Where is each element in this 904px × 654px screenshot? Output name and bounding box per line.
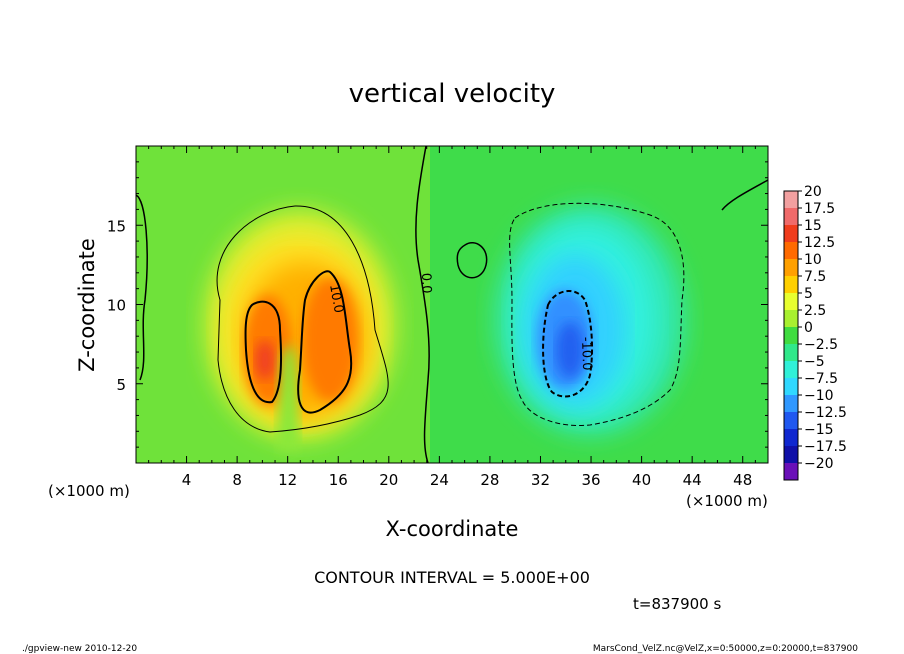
x-tick-label: 32 <box>531 471 550 489</box>
colorbar-swatch <box>784 412 798 429</box>
colorbar-label: −15 <box>804 422 834 438</box>
colorbar-label: −5 <box>804 354 825 370</box>
x-unit-left: (×1000 m) <box>48 482 130 500</box>
colorbar-swatch <box>784 395 798 412</box>
colorbar-swatch <box>784 225 798 242</box>
colorbar-swatch <box>784 191 798 208</box>
colorbar-swatch <box>784 276 798 293</box>
footer-right: MarsCond_VelZ.nc@VelZ,x=0:50000,z=0:2000… <box>593 644 858 654</box>
contour-10-right <box>297 270 353 414</box>
colorbar-swatch <box>784 344 798 361</box>
y-tick-label: 10 <box>107 297 126 315</box>
contour-zero-eddy <box>456 242 488 279</box>
contour-minus10 <box>542 290 594 398</box>
colorbar-label: 20 <box>804 184 822 200</box>
x-tick-label: 36 <box>581 471 600 489</box>
contour-label-0: 0.0 <box>418 273 434 294</box>
colorbar-swatch <box>784 361 798 378</box>
colorbar-swatch <box>784 242 798 259</box>
x-tick-label: 4 <box>182 471 192 489</box>
x-tick-label: 44 <box>683 471 702 489</box>
colorbar-label: −2.5 <box>804 337 838 353</box>
colorbar-label: 17.5 <box>804 201 835 217</box>
colorbar-swatch <box>784 429 798 446</box>
colorbar-swatch <box>784 327 798 344</box>
x-tick-label: 16 <box>329 471 348 489</box>
colorbar-swatch <box>784 259 798 276</box>
x-tick-label: 8 <box>232 471 242 489</box>
y-axis-ticks: 5 10 15 <box>107 161 768 448</box>
contours <box>136 146 768 463</box>
contour-label-10: 10.0 <box>326 283 346 314</box>
colorbar-swatch <box>784 293 798 310</box>
contour-label-minus10: -10.0 <box>578 337 594 371</box>
colorbar-label: −7.5 <box>804 371 838 387</box>
colorbar-label: 7.5 <box>804 269 826 285</box>
time-label: t=837900 s <box>633 595 721 613</box>
y-axis-label: Z-coordinate <box>75 238 99 372</box>
contour-5-updraft <box>216 205 389 433</box>
colorbar-swatch <box>784 208 798 225</box>
y-tick-label: 15 <box>107 217 126 235</box>
x-axis-ticks: 4 8 12 16 20 24 28 32 36 40 44 48 <box>148 146 756 489</box>
colorbar-label: 12.5 <box>804 235 835 251</box>
colorbar-label: 5 <box>804 286 813 302</box>
x-tick-label: 48 <box>733 471 752 489</box>
colorbar-swatch <box>784 310 798 327</box>
colorbar-label: 15 <box>804 218 822 234</box>
colorbar-label: 2.5 <box>804 303 826 319</box>
contour-interval: CONTOUR INTERVAL = 5.000E+00 <box>314 568 590 587</box>
y-tick-label: 5 <box>116 376 126 394</box>
x-tick-label: 12 <box>278 471 297 489</box>
colorbar-swatch <box>784 446 798 463</box>
colorbar-label: −20 <box>804 456 834 472</box>
x-tick-label: 20 <box>379 471 398 489</box>
colorbar-swatch <box>784 378 798 395</box>
footer-left: ./gpview-new 2010-12-20 <box>22 644 137 654</box>
colorbar-label: −17.5 <box>804 439 847 455</box>
contour-minus5 <box>509 202 685 427</box>
chart-title: vertical velocity <box>349 79 556 109</box>
colorbar-label: 0 <box>804 320 813 336</box>
x-tick-label: 24 <box>430 471 449 489</box>
colorbar-label: −12.5 <box>804 405 847 421</box>
x-unit-right: (×1000 m) <box>686 492 768 510</box>
x-axis-label: X-coordinate <box>386 517 519 541</box>
x-tick-label: 40 <box>632 471 651 489</box>
colorbar-label: −10 <box>804 388 834 404</box>
contour-left-edge <box>136 194 148 381</box>
plot-area <box>136 146 768 463</box>
x-tick-label: 28 <box>480 471 499 489</box>
contour-right-edge <box>721 179 768 211</box>
colorbar-swatch <box>784 463 798 480</box>
contour-zero <box>415 146 430 463</box>
colorbar-frame <box>783 190 799 481</box>
contour-10-left <box>244 300 283 404</box>
colorbar-label: 10 <box>804 252 822 268</box>
colorbar: 2017.51512.5107.552.50−2.5−5−7.5−10−12.5… <box>783 184 847 481</box>
